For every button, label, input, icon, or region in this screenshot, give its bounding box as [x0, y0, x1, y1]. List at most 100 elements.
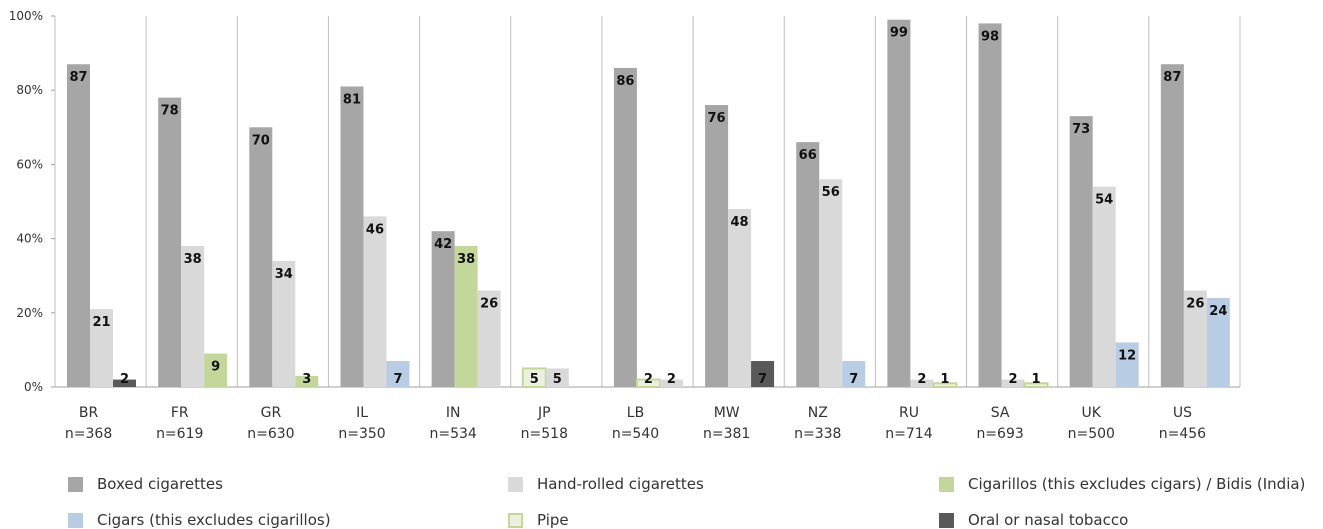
bar	[842, 361, 866, 387]
category-label: US	[1173, 405, 1192, 421]
data-label: 26	[480, 297, 498, 312]
data-label: 9	[211, 360, 220, 375]
bar	[454, 246, 478, 387]
data-label: 2	[120, 372, 129, 387]
sample-size-label: n=630	[247, 426, 294, 442]
bar	[67, 64, 90, 387]
bar	[181, 246, 205, 387]
sample-size-label: n=714	[885, 426, 932, 442]
bar	[1001, 379, 1025, 387]
sample-size-label: n=456	[1159, 426, 1206, 442]
data-label: 7	[393, 372, 402, 387]
data-label: 38	[457, 252, 475, 267]
bar-chart: 0%20%40%60%80%100%8721278389703438146742…	[9, 9, 1241, 442]
data-label: 99	[890, 26, 908, 41]
data-label: 76	[708, 111, 726, 126]
bar	[386, 361, 410, 387]
sample-size-label: n=518	[521, 426, 568, 442]
bar	[751, 361, 775, 387]
bar	[113, 379, 136, 387]
category-label: LB	[627, 405, 644, 421]
y-tick-label: 40%	[16, 232, 43, 246]
legend-item-hand-rolled-cigarettes: Hand-rolled cigarettes	[508, 475, 704, 493]
bar	[1115, 342, 1139, 387]
legend-label: Oral or nasal tobacco	[968, 511, 1129, 529]
data-label: 34	[275, 267, 293, 282]
bar	[819, 179, 843, 387]
data-label: 2	[1009, 372, 1018, 387]
bar	[978, 23, 1002, 387]
bar	[90, 309, 113, 387]
data-label: 1	[940, 372, 949, 387]
sample-size-label: n=540	[612, 426, 659, 442]
bar	[705, 105, 729, 387]
legend-swatch	[508, 476, 523, 492]
bar	[1023, 382, 1049, 389]
data-label: 56	[822, 185, 840, 200]
bar	[272, 260, 296, 387]
bar	[910, 379, 934, 387]
sample-size-label: n=338	[794, 426, 841, 442]
sample-size-label: n=534	[430, 426, 477, 442]
bar	[363, 216, 387, 387]
category-label: RU	[899, 405, 919, 421]
bar	[249, 127, 273, 388]
category-label: UK	[1082, 405, 1102, 421]
bar	[1183, 290, 1207, 387]
data-label: 7	[849, 372, 858, 387]
bar	[295, 375, 319, 387]
sample-size-label: n=368	[65, 426, 112, 442]
data-label: 24	[1209, 304, 1227, 319]
bar	[477, 290, 501, 387]
category-label: BR	[79, 405, 99, 421]
data-label: 81	[343, 92, 361, 107]
data-label: 87	[69, 70, 87, 85]
legend-item-oral-nasal-tobacco: Oral or nasal tobacco	[939, 511, 1128, 529]
bar	[431, 231, 455, 387]
bar	[1069, 116, 1093, 388]
legend-swatch	[508, 512, 523, 528]
data-label: 2	[644, 372, 653, 387]
legend-swatch	[939, 476, 954, 492]
bar	[340, 86, 364, 388]
bar	[1206, 297, 1230, 387]
data-label: 86	[616, 74, 634, 89]
bar	[932, 382, 958, 389]
category-label: MW	[714, 405, 740, 421]
bar	[1160, 64, 1184, 387]
data-label: 21	[92, 315, 110, 330]
data-label: 5	[530, 372, 539, 387]
bar	[1092, 186, 1116, 387]
data-label: 7	[758, 372, 767, 387]
legend-label: Cigars (this excludes cigarillos)	[97, 511, 331, 529]
bar	[796, 142, 820, 387]
sample-size-label: n=619	[156, 426, 203, 442]
y-tick-label: 0%	[24, 380, 43, 394]
legend-item-boxed-cigarettes: Boxed cigarettes	[68, 475, 223, 493]
bar	[659, 379, 683, 387]
category-label: GR	[261, 405, 282, 421]
y-tick-label: 60%	[16, 157, 43, 171]
legend-item-cigarillos-bidis: Cigarillos (this excludes cigars) / Bidi…	[939, 475, 1305, 493]
bar	[613, 67, 637, 387]
sample-size-label: n=693	[976, 426, 1023, 442]
legend-label: Cigarillos (this excludes cigars) / Bidi…	[968, 475, 1306, 493]
sample-size-label: n=381	[703, 426, 750, 442]
legend: Boxed cigarettes Hand-rolled cigarettes …	[0, 470, 1323, 529]
data-label: 12	[1118, 348, 1136, 363]
data-label: 1	[1032, 372, 1041, 387]
data-label: 42	[434, 237, 452, 252]
category-label: NZ	[808, 405, 828, 421]
sample-size-label: n=500	[1068, 426, 1115, 442]
data-label: 78	[161, 104, 179, 119]
legend-label: Boxed cigarettes	[97, 475, 223, 493]
data-label: 87	[1163, 70, 1181, 85]
category-label: SA	[991, 405, 1010, 421]
y-tick-label: 80%	[16, 83, 43, 97]
legend-swatch	[68, 476, 83, 492]
data-label: 3	[302, 372, 311, 387]
category-label: JP	[537, 405, 551, 421]
data-label: 98	[981, 29, 999, 44]
category-label: FR	[171, 405, 189, 421]
bar	[728, 208, 752, 387]
